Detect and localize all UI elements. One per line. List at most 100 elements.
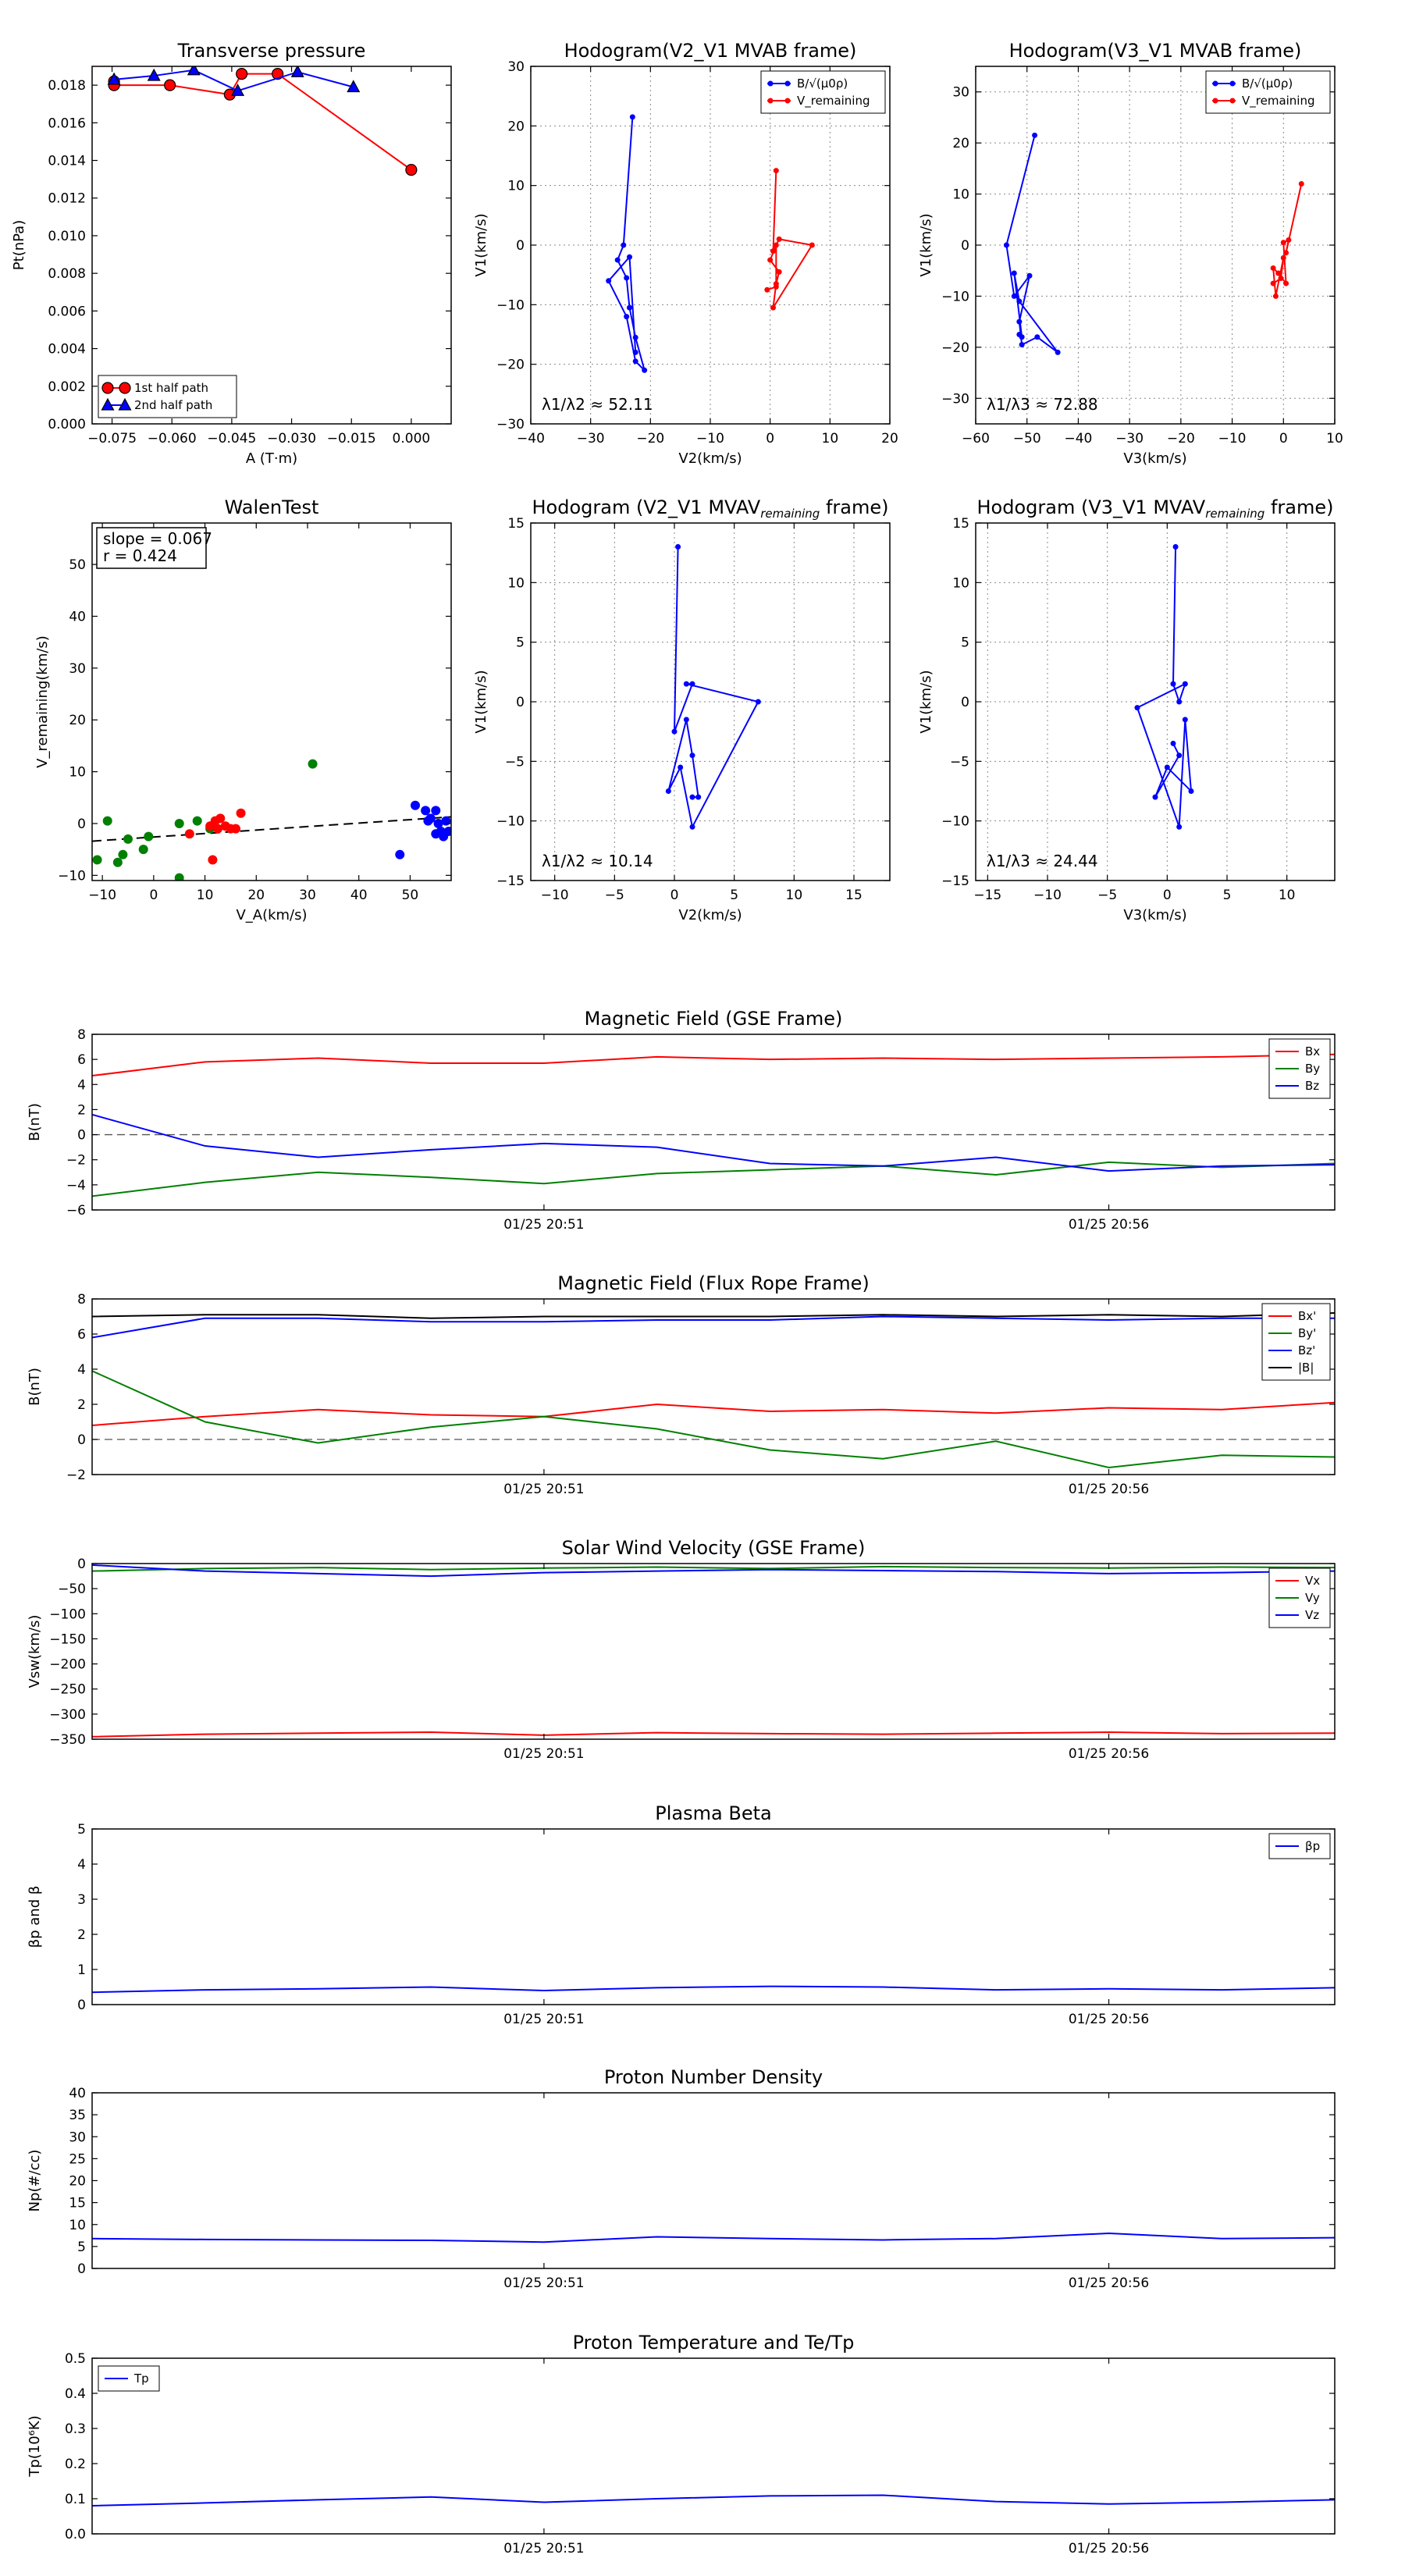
data-point: [1016, 332, 1023, 337]
y-tick-label: 0.018: [48, 78, 86, 94]
data-point: [767, 257, 774, 263]
eigen-ratio: λ1/λ3 ≈ 72.88: [987, 395, 1098, 414]
legend-marker: [784, 98, 791, 104]
y-tick-label: 10: [952, 187, 969, 203]
x-tick-label: 01/25 20:56: [1069, 1482, 1149, 1497]
x-tick-label: −10: [696, 431, 724, 447]
x-tick-label: −0.015: [327, 431, 376, 447]
plot-area: [92, 2494, 1335, 2507]
y-tick-label: 50: [69, 557, 86, 573]
y-tick-label: 0.010: [48, 229, 86, 244]
legend-label: Tp: [133, 2371, 149, 2386]
x-tick-label: −0.060: [148, 431, 197, 447]
x-tick-label: −10: [541, 888, 569, 903]
y-tick-label: 0.006: [48, 304, 86, 319]
chart-title: Proton Number Density: [604, 2066, 823, 2088]
x-axis-label: V3(km/s): [1123, 907, 1186, 923]
data-point: [624, 275, 630, 281]
y-axis-label: Pt(nPa): [11, 220, 27, 270]
x-tick-label: −0.030: [267, 431, 316, 447]
axes-frame: [91, 1563, 1336, 1740]
ticks: 01/25 20:51 01/25 20:56 −350 −300 −250 −200 −1…: [49, 1557, 1335, 1762]
x-tick-label: 30: [299, 888, 316, 903]
x-tick-label: 0: [1163, 888, 1172, 903]
y-tick-label: 30: [952, 85, 969, 101]
x-tick-label: 10: [822, 431, 839, 447]
eigen-ratio: λ1/λ2 ≈ 10.14: [542, 852, 653, 870]
chart-beta: 01/25 20:51 01/25 20:56 0 1 2 3 4 5 Plasma Beta β…: [27, 1802, 1336, 2027]
x-tick-label: −30: [1115, 431, 1144, 447]
data-point: [1188, 788, 1194, 794]
y-tick-label: 0.000: [48, 417, 86, 432]
x-tick-label: −20: [636, 431, 664, 447]
eigen-ratio: λ1/λ2 ≈ 52.11: [542, 395, 653, 414]
y-tick-label: 6: [77, 1052, 86, 1068]
data-point: [187, 66, 201, 76]
data-point: [1170, 740, 1176, 746]
chart-np: 01/25 20:51 01/25 20:56 0 5 10 15 20 25 30 35 40 Pr…: [27, 2066, 1336, 2291]
series-line: [92, 2232, 1335, 2243]
data-point: [621, 242, 627, 248]
x-tick-label: 20: [881, 431, 898, 447]
x-tick-label: −5: [1097, 888, 1117, 903]
x-tick-label: 5: [1223, 888, 1232, 903]
y-axis-label: B(nT): [27, 1103, 43, 1141]
y-tick-label: 0.014: [48, 154, 86, 169]
y-tick-label: −150: [49, 1631, 86, 1647]
data-point: [1176, 699, 1183, 705]
scatter-point: [174, 818, 184, 828]
x-tick-label: 01/25 20:56: [1069, 2012, 1149, 2027]
data-point: [1182, 681, 1188, 687]
legend-label: By: [1305, 1062, 1320, 1076]
y-tick-label: 15: [69, 2196, 86, 2211]
x-axis-label: V_A(km/s): [236, 907, 307, 923]
data-point: [1026, 272, 1033, 279]
y-tick-label: 2: [77, 1927, 86, 1943]
y-tick-label: 5: [516, 635, 525, 651]
chart-hv2: −40 −30 −20 −10 0 10 20−30−20−100102030Hodogra…: [473, 40, 898, 467]
y-tick-label: 4: [77, 1362, 86, 1378]
y-tick-label: −2: [66, 1153, 86, 1169]
y-tick-label: −15: [496, 873, 525, 889]
data-point: [764, 286, 770, 293]
legend-marker: [1229, 80, 1236, 87]
series-line: [92, 1985, 1335, 1994]
plot-area: [92, 1564, 1335, 1738]
y-tick-label: 30: [507, 59, 525, 75]
scatter-point: [123, 834, 133, 844]
legend: B/√(μ0ρ) V_remaining: [1205, 70, 1331, 114]
y-tick-label: 0.012: [48, 191, 86, 207]
data-point: [1016, 298, 1023, 304]
scatter-point: [215, 813, 226, 824]
chart-bfr: 01/25 20:51 01/25 20:56 −2 0 2 4 6 8 Magnetic Fi…: [27, 1272, 1336, 1497]
data-point: [689, 681, 695, 687]
y-axis-label: Vsw(km/s): [27, 1615, 43, 1688]
data-point: [755, 699, 761, 705]
scatter-point: [118, 849, 128, 859]
data-point: [1016, 318, 1023, 325]
y-tick-label: 0.1: [65, 2492, 86, 2507]
data-point: [1034, 334, 1040, 340]
data-point: [629, 114, 635, 120]
legend: βp: [1268, 1833, 1331, 1859]
series-line: [607, 116, 646, 373]
y-tick-label: −30: [496, 417, 525, 432]
x-tick-label: 01/25 20:56: [1069, 1746, 1149, 1762]
x-tick-label: 20: [247, 888, 265, 903]
data-point: [1283, 280, 1289, 286]
scatter-point: [174, 873, 184, 881]
scatter-point: [102, 816, 112, 826]
data-point: [1003, 242, 1009, 248]
plot-area: [606, 114, 815, 373]
x-axis-label: V2(km/s): [678, 907, 742, 923]
legend-label: Bx: [1305, 1044, 1320, 1059]
y-axis-label: V1(km/s): [918, 670, 934, 733]
legend-marker: [767, 98, 774, 104]
data-point: [231, 84, 245, 96]
x-tick-label: 01/25 20:56: [1069, 2275, 1149, 2291]
y-tick-label: −6: [66, 1203, 86, 1219]
ticks: −60 −50 −40 −30 −20 −10 0 10 −30 −20 −10 0 10 20 30: [941, 66, 1343, 447]
y-tick-label: 0: [961, 695, 969, 710]
